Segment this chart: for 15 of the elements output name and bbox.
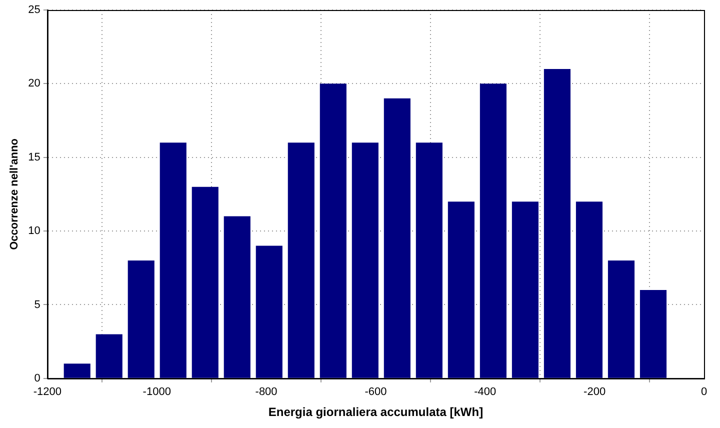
y-tick-label: 0	[34, 372, 40, 384]
y-tick-label: 15	[28, 151, 40, 164]
x-tick-label: -800	[255, 386, 278, 398]
x-tick-label: -200	[584, 386, 606, 398]
y-tick-label: 10	[28, 225, 40, 238]
x-tick-label: -1200	[33, 386, 62, 398]
x-tick-label: 0	[700, 386, 708, 398]
x-axis-title: Energia giornaliera accumulata [kWh]	[268, 405, 484, 420]
x-tick-label: -600	[364, 386, 387, 398]
x-tick-label: -1000	[142, 386, 171, 398]
y-tick-label: 5	[34, 298, 40, 311]
y-tick-label: 25	[28, 4, 40, 16]
y-tick-label: 20	[28, 78, 40, 90]
x-tick-label: -400	[474, 386, 496, 398]
y-axis-title: Occorrenze nell'anno	[8, 138, 21, 250]
